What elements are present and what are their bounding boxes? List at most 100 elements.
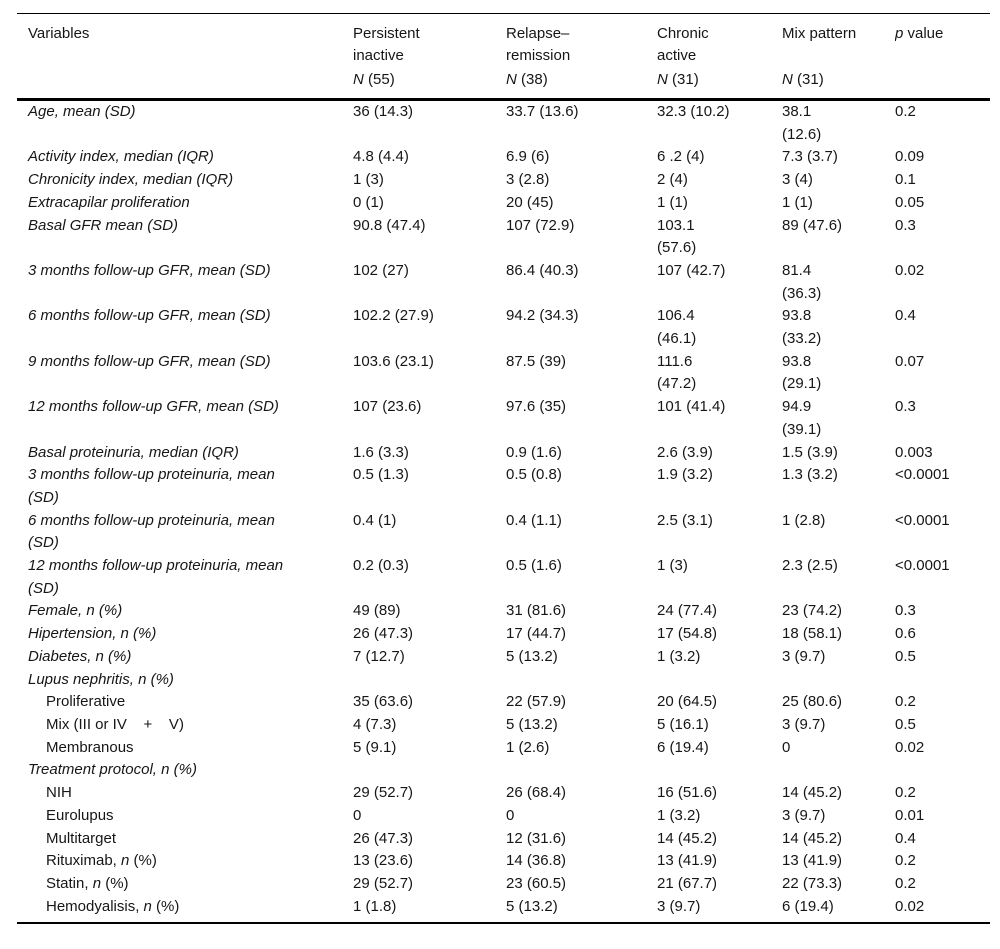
- value-cell: 1 (3.2): [657, 806, 701, 824]
- value-cell: 38.1 (12.6): [782, 103, 822, 143]
- value-cell: 20 (64.5): [657, 693, 718, 711]
- value-cell: 0.9 (1.6): [506, 443, 562, 461]
- variable-label: 3 months follow-up GFR, mean (SD): [17, 260, 353, 305]
- table-row: 6 months follow-up proteinuria, mean (SD…: [17, 510, 990, 555]
- italic-text: Chronicity index, median (IQR): [28, 171, 234, 189]
- value-cell: 24 (77.4): [657, 602, 718, 620]
- value-cell: 0.02: [895, 895, 990, 925]
- table-body: Age, mean (SD) 36 (14.3) 33.7 (13.6) 32.3 (…: [17, 100, 990, 925]
- value-cell: 1 (2.8): [782, 511, 826, 529]
- value-cell: 0.4: [895, 307, 916, 325]
- value-cell: 107 (23.6): [353, 398, 422, 416]
- italic-text: Extracapilar proliferation: [28, 193, 190, 211]
- value-cell: [353, 669, 506, 692]
- value-cell: 14 (45.2): [782, 784, 843, 802]
- value-cell: 0.1: [895, 171, 916, 189]
- value-cell: 0.02: [895, 738, 925, 756]
- variable-label: Proliferative: [17, 691, 353, 714]
- table-row: NIH 29 (52.7) 26 (68.4) 16 (51.6) 14 (45.2) 0…: [17, 782, 990, 805]
- plain-text: Membranous: [46, 738, 134, 756]
- italic-text: N: [353, 71, 364, 89]
- value-cell: 102 (27): [353, 261, 409, 279]
- value-cell: 1 (1.8): [353, 895, 506, 925]
- value-cell: 26 (47.3): [353, 829, 414, 847]
- value-cell: 14 (45.2): [782, 829, 843, 847]
- value-cell: 0 (1): [353, 193, 384, 211]
- value-cell: 101 (41.4): [657, 398, 726, 416]
- value-cell: 3 (4): [782, 171, 813, 189]
- plain-text: Eurolupus: [46, 806, 114, 824]
- value-cell: 1.3 (3.2): [782, 466, 838, 484]
- italic-text: 12 months follow-up proteinuria, mean (S…: [28, 557, 284, 597]
- value-cell: 0.2: [895, 784, 916, 802]
- value-cell: 13 (23.6): [353, 852, 414, 870]
- variable-label: Membranous: [17, 737, 353, 760]
- value-cell: 1 (1): [657, 193, 688, 211]
- italic-text: 9 months follow-up GFR, mean (SD): [28, 352, 271, 370]
- value-cell: 1 (1): [782, 193, 813, 211]
- table-row: Statin, n (%) 29 (52.7) 23 (60.5) 21 (67.7)…: [17, 873, 990, 896]
- italic-text: n: [143, 897, 152, 915]
- table-row: 12 months follow-up GFR, mean (SD) 107 (2…: [17, 396, 990, 441]
- value-cell: 7 (12.7): [353, 647, 405, 665]
- column-title: Persistent inactive: [353, 23, 506, 67]
- italic-text: Female, n (%): [28, 602, 123, 620]
- italic-text: 3 months follow-up GFR, mean (SD): [28, 261, 271, 279]
- plain-text: NIH: [46, 784, 72, 802]
- table-row: Rituximab, n (%) 13 (23.6) 14 (36.8) 13 (41…: [17, 850, 990, 873]
- table-row: Proliferative 35 (63.6) 22 (57.9) 20 (64.5)…: [17, 691, 990, 714]
- value-cell: 29 (52.7): [353, 784, 414, 802]
- table-row: Treatment protocol, n (%): [17, 759, 990, 782]
- value-cell: 1.6 (3.3): [353, 443, 409, 461]
- value-cell: 2 (4): [657, 171, 688, 189]
- value-cell: 0.05: [895, 193, 925, 211]
- value-cell: [895, 669, 990, 692]
- value-cell: 0.01: [895, 806, 925, 824]
- value-cell: [506, 759, 657, 782]
- value-cell: 106.4 (46.1): [657, 307, 697, 348]
- value-cell: 0.4 (1): [353, 511, 397, 529]
- value-cell: 90.8 (47.4): [353, 216, 426, 234]
- value-cell: 17 (44.7): [506, 625, 567, 643]
- value-cell: 23 (74.2): [782, 602, 843, 620]
- value-cell: 0.2: [895, 874, 916, 892]
- plain-text: (38): [516, 71, 548, 89]
- variable-label: Diabetes, n (%): [17, 646, 353, 669]
- value-cell: 7.3 (3.7): [782, 148, 838, 166]
- value-cell: 0.6: [895, 625, 916, 643]
- column-title: Chronic active: [657, 23, 782, 67]
- table-row: Eurolupus 0 0 1 (3.2) 3 (9.7) 0.01: [17, 805, 990, 828]
- variable-label: Statin, n (%): [17, 873, 353, 896]
- value-cell: 0: [782, 738, 791, 756]
- column-header: p value: [895, 13, 990, 101]
- value-cell: 6 (19.4): [657, 738, 709, 756]
- table-row: Multitarget 26 (47.3) 12 (31.6) 14 (45.2) 14…: [17, 828, 990, 851]
- value-cell: 29 (52.7): [353, 874, 414, 892]
- value-cell: 0.07: [895, 352, 925, 370]
- value-cell: 94.9 (39.1): [782, 398, 822, 438]
- header-row: Variables Persistent inactive N (55) Relaps…: [17, 13, 990, 101]
- column-count: N (31): [782, 69, 824, 92]
- table-row: Female, n (%) 49 (89) 31 (81.6) 24 (77.4) 23…: [17, 600, 990, 623]
- value-cell: 21 (67.7): [657, 874, 718, 892]
- variable-label: 6 months follow-up GFR, mean (SD): [17, 305, 353, 350]
- table-row: Age, mean (SD) 36 (14.3) 33.7 (13.6) 32.3 (…: [17, 100, 990, 147]
- italic-text: N: [506, 71, 517, 89]
- value-cell: 25 (80.6): [782, 693, 843, 711]
- value-cell: 5 (13.2): [506, 647, 558, 665]
- value-cell: 102.2 (27.9): [353, 307, 434, 325]
- value-cell: 107 (42.7): [657, 261, 726, 279]
- value-cell: 2.6 (3.9): [657, 443, 713, 461]
- variable-label: 3 months follow-up proteinuria, mean (SD…: [17, 464, 353, 509]
- italic-text: 12 months follow-up GFR, mean (SD): [28, 398, 279, 416]
- table-row: Lupus nephritis, n (%): [17, 669, 990, 692]
- results-table: Variables Persistent inactive N (55) Relaps…: [17, 13, 990, 925]
- column-count: N (38): [506, 69, 548, 92]
- table-row: 3 months follow-up GFR, mean (SD) 102 (27…: [17, 260, 990, 305]
- value-cell: [782, 669, 895, 692]
- variable-label: Basal GFR mean (SD): [17, 215, 353, 260]
- variable-label: Multitarget: [17, 828, 353, 851]
- value-cell: 0.3: [895, 602, 916, 620]
- column-title: p value: [895, 23, 990, 45]
- column-header: Mix pattern N (31): [782, 13, 895, 101]
